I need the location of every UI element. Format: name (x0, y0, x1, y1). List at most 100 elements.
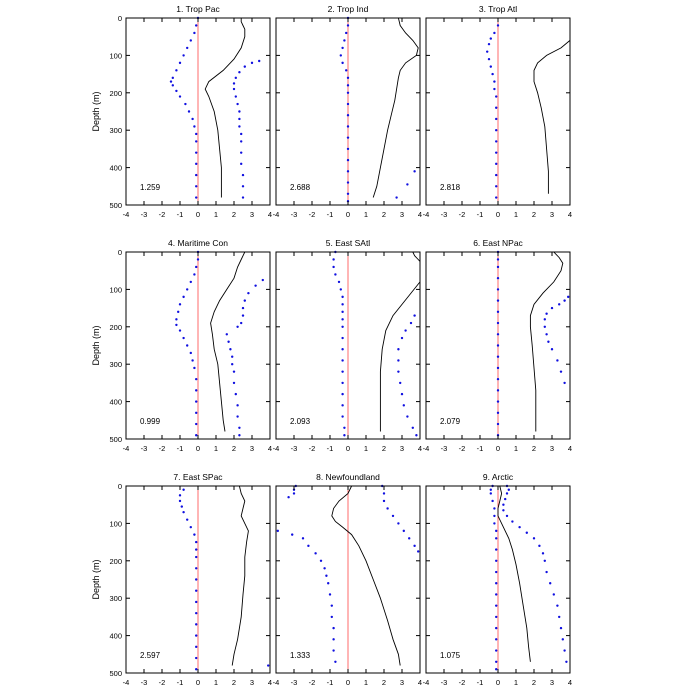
dot-point (346, 84, 350, 87)
y-tick-label: 200 (109, 557, 122, 566)
panel-1: 1. Trop Pac 0 100 200 300 400 500-4 -3 -2 -1 0 1 2 3 4… (91, 4, 272, 219)
dot-point (330, 604, 333, 607)
x-tick-label: -4 (123, 210, 130, 219)
panel-title: 7. East SPac (173, 472, 223, 482)
dot-point (236, 102, 239, 106)
x-tick-label: -1 (327, 210, 334, 219)
y-tick-label: 500 (109, 435, 122, 444)
x-tick-label: 1 (214, 678, 218, 687)
y-tick-label: 0 (118, 248, 122, 257)
dot-point (341, 381, 344, 385)
x-tick-label: -3 (141, 444, 148, 453)
solid-line (210, 251, 246, 432)
panel-annotation: 2.818 (440, 183, 461, 192)
dot-point (346, 24, 350, 27)
y-tick-label: 300 (109, 360, 122, 369)
dot-point (186, 344, 189, 347)
dot-point (189, 525, 192, 529)
dot-point (346, 170, 350, 173)
dot-point (195, 162, 198, 166)
dot-point (495, 529, 498, 533)
dot-point (339, 54, 342, 57)
dot-point (332, 649, 335, 652)
dot-point (559, 370, 563, 373)
dot-point (232, 381, 236, 385)
dot-point (495, 548, 498, 551)
dot-point (175, 323, 178, 327)
dot-point (345, 31, 348, 35)
dot-point (496, 411, 500, 415)
dot-point (549, 582, 552, 585)
dot-point (496, 333, 500, 336)
dot-point (177, 310, 180, 314)
dot-point (552, 593, 555, 596)
dot-point (504, 497, 507, 501)
dot-point (400, 336, 404, 340)
dot-point (191, 359, 194, 362)
dot-point (343, 426, 346, 429)
dot-point (341, 415, 344, 418)
x-tick-label: 1 (514, 444, 518, 453)
dot-point (234, 392, 237, 396)
dot-point (178, 61, 182, 65)
x-tick-label: -3 (141, 678, 148, 687)
dot-point (545, 333, 548, 336)
dot-point (171, 84, 174, 87)
x-tick-label: 2 (382, 444, 386, 453)
dot-point (346, 147, 350, 151)
dot-point (240, 140, 243, 143)
dot-point (486, 50, 489, 53)
x-tick-label: 4 (418, 210, 422, 219)
x-tick-label: -4 (423, 678, 430, 687)
dot-point (238, 125, 241, 128)
dot-point (254, 284, 257, 287)
dot-point (545, 312, 548, 315)
dot-point (247, 291, 250, 295)
dot-point (386, 507, 389, 510)
x-tick-label: -4 (273, 444, 280, 453)
dot-point (182, 295, 185, 299)
x-tick-label: 0 (196, 678, 200, 687)
dot-point (496, 366, 500, 370)
x-tick-label: 0 (196, 444, 200, 453)
y-tick-label: 400 (109, 164, 122, 173)
dot-point (496, 299, 500, 302)
x-tick-label: 4 (268, 444, 272, 453)
dot-point (241, 306, 245, 310)
x-tick-label: -2 (459, 444, 466, 453)
dot-point (195, 578, 198, 581)
x-tick-label: -2 (159, 678, 166, 687)
dot-point (495, 626, 498, 630)
x-tick-label: 0 (346, 210, 350, 219)
x-tick-label: 3 (250, 444, 254, 453)
panel-annotation: 2.597 (140, 651, 161, 660)
dot-point (538, 544, 541, 548)
dot-point (493, 507, 496, 510)
x-tick-label: -1 (177, 678, 184, 687)
dot-point (238, 117, 241, 121)
panel-6: 6. East NPac -4 -3 -2 -1 0 1 2 3 4 2.079 (423, 238, 572, 453)
dot-point (346, 192, 350, 195)
dot-point (343, 39, 346, 42)
dot-point (487, 42, 491, 46)
dot-point (496, 258, 500, 261)
dot-point (195, 132, 198, 136)
dot-point (563, 649, 566, 652)
x-tick-label: 3 (550, 210, 554, 219)
dot-point (417, 550, 420, 553)
y-tick-label: 100 (109, 519, 122, 528)
dot-point (397, 370, 400, 373)
dot-point (238, 434, 241, 437)
panel-annotation: 1.075 (440, 651, 461, 660)
dot-point (238, 426, 241, 429)
dot-point (341, 404, 344, 407)
dot-point (178, 329, 182, 332)
dot-point (496, 355, 500, 358)
dot-point (332, 258, 335, 261)
x-tick-label: 2 (532, 678, 536, 687)
dot-point (495, 140, 498, 143)
dot-point (323, 567, 326, 570)
dot-point (496, 422, 500, 426)
dot-point (397, 348, 400, 351)
dot-point (267, 664, 270, 667)
